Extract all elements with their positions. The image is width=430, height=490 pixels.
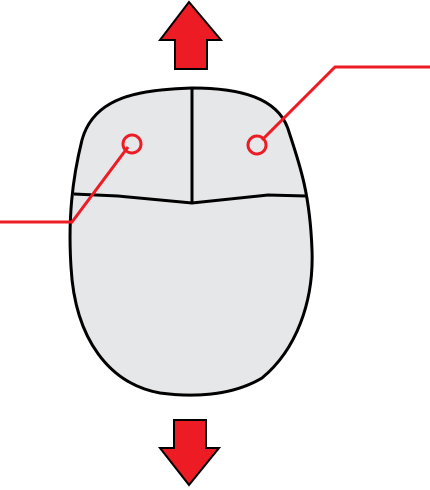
left-button[interactable] xyxy=(74,90,192,203)
arrow-down-icon xyxy=(157,419,222,487)
left-button-callout-marker xyxy=(121,133,143,155)
mouse-body xyxy=(68,86,314,397)
right-button-callout-line xyxy=(260,65,430,142)
left-button-callout-line xyxy=(0,146,130,224)
right-button-callout-marker xyxy=(246,134,268,156)
arrow-up-icon xyxy=(157,0,224,70)
